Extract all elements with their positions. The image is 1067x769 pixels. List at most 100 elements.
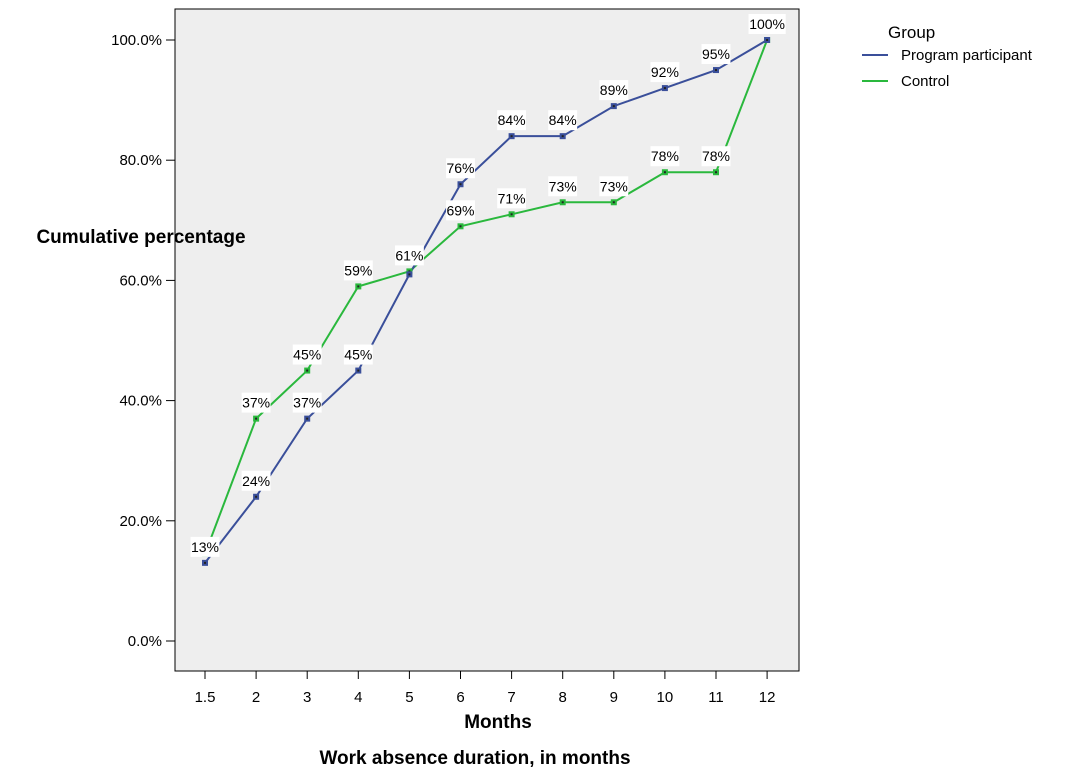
x-tick-label: 12 (759, 689, 776, 706)
data-label: 100% (748, 14, 786, 34)
plot-area (174, 8, 800, 672)
data-label-text: 37% (242, 395, 270, 411)
data-point-center (715, 171, 717, 174)
data-point-center (766, 39, 769, 41)
data-label: 89% (599, 80, 629, 101)
data-label-text: 76% (446, 160, 474, 176)
chart-subtitle: Work absence duration, in months (319, 748, 630, 769)
data-label: 78% (650, 146, 680, 167)
data-label-text: 78% (651, 148, 679, 164)
data-label-text: 61% (395, 247, 423, 263)
data-label-box (292, 392, 322, 413)
x-tick-label: 3 (303, 689, 311, 706)
data-label-box (497, 110, 527, 131)
y-tick-label: 80.0% (119, 152, 162, 169)
y-tick-label: 40.0% (119, 393, 162, 410)
data-label: 61% (394, 245, 424, 266)
data-label-box (650, 62, 680, 83)
data-label-text: 73% (600, 178, 628, 194)
data-point-center (306, 417, 309, 420)
data-label-box (292, 344, 322, 365)
data-label: 76% (446, 158, 475, 179)
x-axis: 1.5 2 3 4 5 6 7 8 9 10 11 12 (195, 671, 776, 706)
data-point-center (612, 105, 615, 108)
data-label-box (599, 80, 629, 101)
data-label: 37% (241, 392, 271, 413)
legend-label-control: Control (901, 73, 949, 90)
data-label-box (446, 158, 475, 179)
series-layer (202, 37, 771, 566)
data-point-center (663, 87, 666, 90)
data-label-box (599, 176, 629, 197)
data-label: 73% (599, 176, 629, 197)
legend: Group Program participant Control (862, 23, 1033, 90)
data-label-text: 78% (702, 148, 730, 164)
x-tick-label: 11 (708, 689, 724, 706)
x-tick-label: 9 (610, 689, 618, 706)
data-point-center (510, 213, 513, 216)
x-tick-label: 2 (252, 689, 260, 706)
data-point-center (612, 201, 615, 204)
data-label: 37% (292, 392, 322, 413)
data-label-text: 71% (498, 190, 526, 206)
x-tick-label: 7 (507, 689, 515, 706)
data-label: 69% (446, 200, 475, 221)
series-line-control (204, 39, 769, 555)
data-label-box (497, 188, 527, 209)
data-label: 13% (190, 536, 220, 557)
data-label: 84% (548, 110, 578, 131)
y-tick-label: 20.0% (119, 513, 162, 530)
data-point-center (715, 69, 717, 72)
data-label-text: 37% (293, 395, 321, 411)
data-label-text: 69% (446, 202, 474, 218)
x-tick-label: 8 (559, 689, 567, 706)
y-tick-label: 0.0% (128, 633, 162, 650)
data-label-text: 95% (702, 46, 730, 62)
data-label-text: 84% (498, 112, 526, 128)
data-point-center (510, 135, 513, 138)
x-tick-label: 4 (354, 689, 362, 706)
data-label-text: 73% (549, 178, 577, 194)
data-label: 92% (650, 62, 680, 83)
data-label-box (190, 536, 220, 557)
series-line-program-participant (204, 39, 768, 564)
data-label-text: 92% (651, 64, 679, 80)
legend-title: Group (888, 23, 935, 42)
data-label: 59% (343, 260, 373, 281)
data-label-text: 13% (191, 539, 219, 555)
data-label-box (701, 44, 731, 65)
data-label-box (446, 200, 475, 221)
data-label: 24% (241, 470, 271, 491)
data-label: 45% (343, 344, 373, 365)
x-tick-label: 10 (657, 689, 674, 706)
data-label-box (548, 110, 578, 131)
data-point-center (306, 369, 309, 372)
data-label-box (343, 260, 373, 281)
data-point-center (561, 135, 564, 138)
data-label-box (650, 146, 680, 167)
data-point-center (663, 171, 666, 174)
data-label-text: 45% (344, 347, 372, 363)
data-label-text: 24% (242, 473, 270, 489)
data-point-center (459, 225, 462, 228)
data-label-box (394, 245, 424, 266)
data-point-center (459, 183, 462, 186)
data-label-box (241, 392, 271, 413)
y-axis: 0.0% 20.0% 40.0% 60.0% 80.0% 100.0% (111, 32, 175, 650)
x-tick-label: 1.5 (195, 689, 216, 706)
data-label: 95% (701, 44, 731, 65)
data-label: 84% (497, 110, 527, 131)
data-label: 78% (701, 146, 731, 167)
data-label-box (241, 470, 271, 491)
data-label-text: 59% (344, 262, 372, 278)
data-point-center (561, 201, 564, 204)
data-label-box (701, 146, 731, 167)
data-label-box (548, 176, 578, 197)
data-label: 73% (548, 176, 578, 197)
data-point-center (408, 273, 411, 276)
data-point-center (357, 369, 360, 372)
data-label-box (343, 344, 373, 365)
data-label: 71% (497, 188, 527, 209)
y-axis-title: Cumulative percentage (36, 227, 245, 248)
